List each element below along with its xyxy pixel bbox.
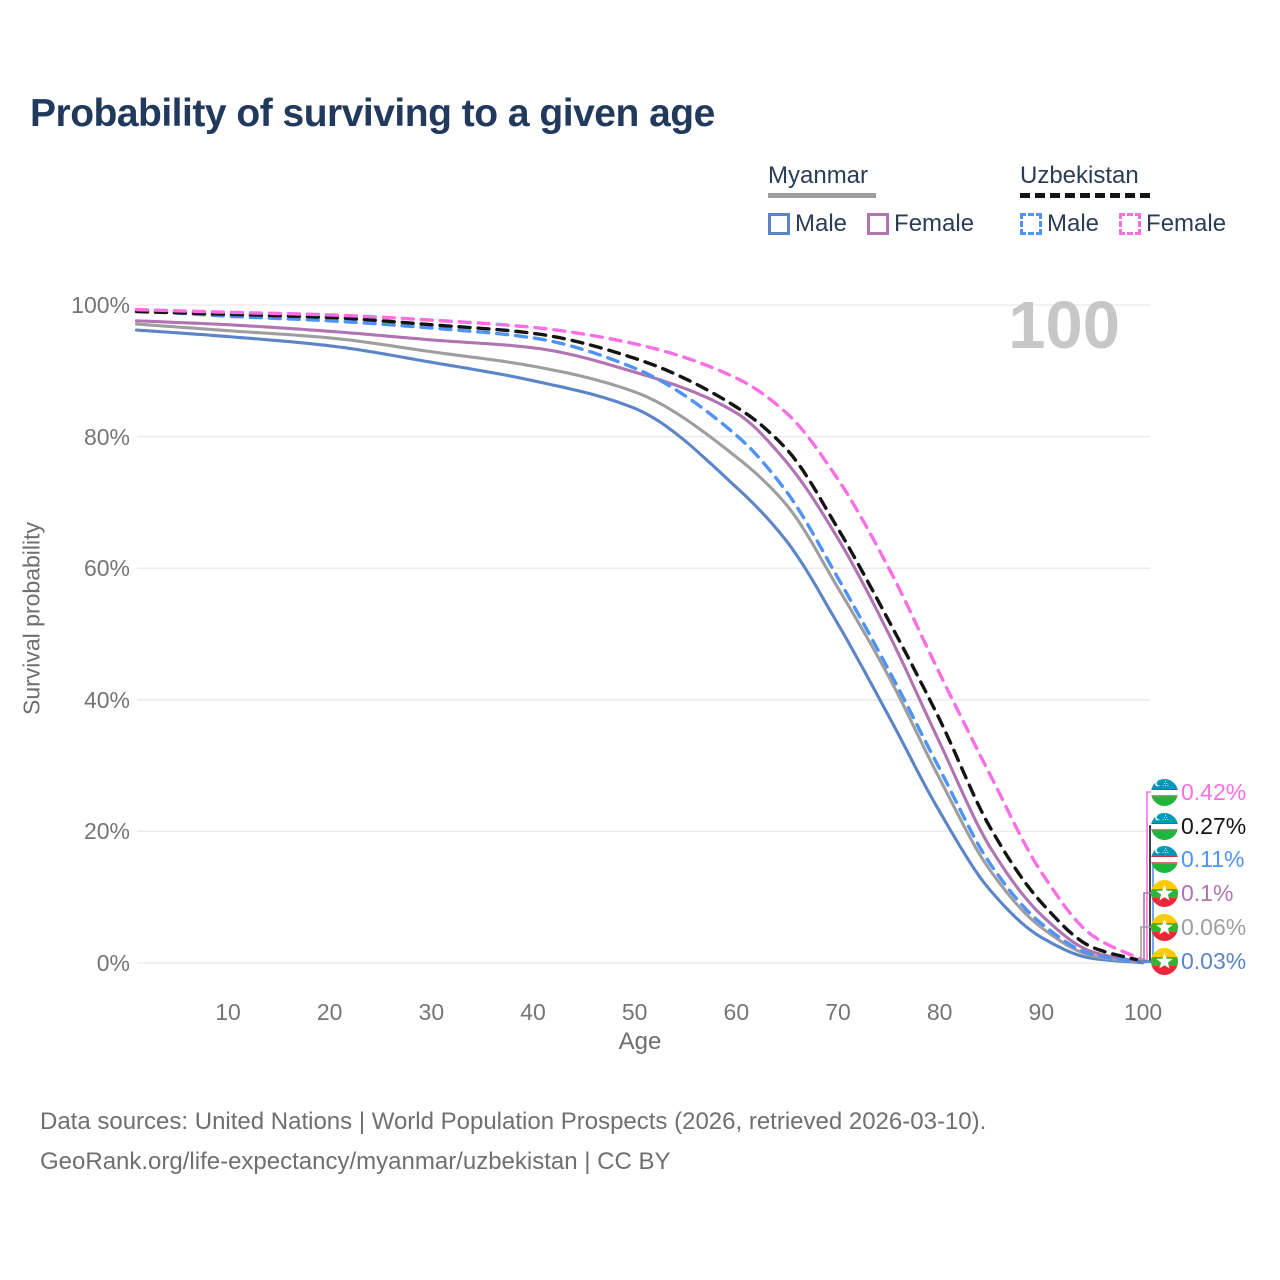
legend-group-myanmar: Myanmar Male Female — [768, 162, 994, 238]
uzbekistan-female-swatch — [1119, 213, 1142, 235]
end-label-uzbekistan-total: 0.27% — [1151, 812, 1246, 840]
line-uzbekistan-female — [134, 307, 1145, 962]
uzbekistan-total-line-swatch — [1020, 193, 1150, 198]
legend-item-uzbekistan-female[interactable]: Female — [1119, 210, 1226, 238]
x-tick-70: 70 — [825, 999, 851, 1025]
legend-title-uzbekistan[interactable]: Uzbekistan — [1020, 162, 1139, 189]
end-value-uzbekistan-female: 0.42% — [1181, 778, 1247, 805]
x-tick-60: 60 — [723, 999, 750, 1025]
y-tick-20: 20% — [83, 818, 130, 845]
end-value-uzbekistan-total: 0.27% — [1181, 812, 1247, 839]
myanmar-total-line-swatch — [768, 193, 876, 198]
end-value-myanmar-male: 0.03% — [1181, 947, 1247, 974]
end-value-myanmar-female: 0.1% — [1181, 879, 1234, 906]
x-tick-80: 80 — [926, 999, 953, 1025]
legend-label-myanmar-female: Female — [894, 210, 975, 237]
end-label-myanmar-total: 0.06% — [1151, 913, 1246, 941]
y-tick-100: 100% — [71, 292, 130, 318]
myanmar-flag-icon — [1151, 947, 1178, 975]
myanmar-male-swatch — [768, 213, 790, 235]
end-value-uzbekistan-male: 0.11% — [1181, 845, 1245, 872]
y-tick-80: 80% — [83, 423, 130, 450]
y-tick-0: 0% — [96, 950, 130, 976]
attribution-link: GeoRank.org/life-expectancy/myanmar/uzbe… — [40, 1148, 671, 1175]
line-myanmar — [134, 322, 1145, 965]
y-tick-40: 40% — [83, 686, 130, 713]
legend-group-uzbekistan: Uzbekistan Male Female — [1020, 162, 1246, 238]
myanmar-female-swatch — [867, 213, 890, 235]
uzbekistan-flag-icon — [1151, 812, 1178, 840]
x-tick-10: 10 — [215, 999, 241, 1025]
line-myanmar-male — [134, 328, 1145, 965]
data-sources-note: Data sources: United Nations | World Pop… — [40, 1108, 987, 1135]
watermark-100: 100 — [1008, 288, 1120, 363]
legend-label-uzbekistan-male: Male — [1047, 210, 1100, 237]
x-tick-50: 50 — [621, 999, 648, 1025]
x-tick-30: 30 — [418, 999, 445, 1025]
x-tick-40: 40 — [520, 999, 546, 1025]
end-connector-myanmar-male — [1137, 960, 1152, 964]
end-label-myanmar-female: 0.1% — [1151, 879, 1233, 907]
legend-label-uzbekistan-female: Female — [1146, 210, 1227, 237]
end-label-uzbekistan-male: 0.11% — [1151, 845, 1245, 873]
legend-title-myanmar[interactable]: Myanmar — [768, 162, 869, 189]
x-tick-90: 90 — [1028, 999, 1055, 1025]
x-axis-title: Age — [618, 1028, 662, 1055]
x-tick-100: 100 — [1123, 999, 1163, 1025]
line-myanmar-female — [134, 319, 1145, 964]
uzbekistan-flag-icon — [1151, 845, 1178, 873]
end-value-myanmar-total: 0.06% — [1181, 913, 1247, 940]
legend-item-myanmar-male[interactable]: Male — [768, 210, 847, 238]
end-label-myanmar-male: 0.03% — [1151, 947, 1246, 975]
legend-label-myanmar-male: Male — [795, 210, 848, 237]
y-axis-title: Survival probability — [18, 521, 45, 716]
legend-item-myanmar-female[interactable]: Female — [867, 210, 974, 238]
line-uzbekistan-male — [134, 308, 1145, 964]
end-label-uzbekistan-female: 0.42% — [1151, 778, 1246, 806]
legend-item-uzbekistan-male[interactable]: Male — [1020, 210, 1099, 238]
myanmar-flag-icon — [1151, 913, 1178, 941]
myanmar-flag-icon — [1151, 879, 1178, 907]
uzbekistan-flag-icon — [1151, 778, 1178, 806]
page-title: Probability of surviving to a given age — [30, 92, 715, 135]
x-tick-20: 20 — [316, 999, 343, 1025]
uzbekistan-male-swatch — [1020, 213, 1042, 235]
y-tick-60: 60% — [83, 555, 130, 582]
